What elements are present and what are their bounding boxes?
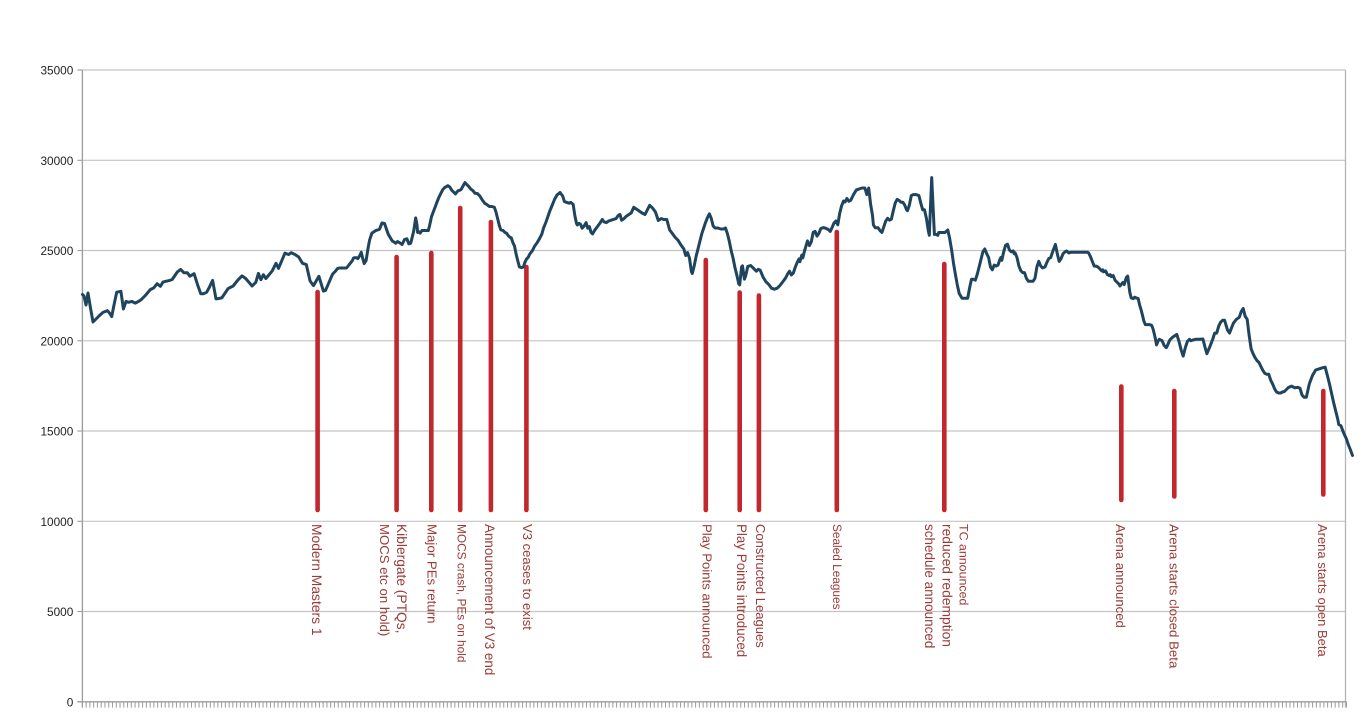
- svg-text:35000: 35000: [40, 64, 73, 78]
- svg-text:MOCS etc on hold): MOCS etc on hold): [377, 524, 392, 636]
- svg-text:15000: 15000: [40, 425, 73, 439]
- svg-text:reduced redemption: reduced redemption: [939, 524, 955, 647]
- svg-text:20000: 20000: [40, 334, 73, 348]
- svg-text:Announcement of V3 end: Announcement of V3 end: [482, 524, 497, 675]
- svg-text:TC announced: TC announced: [957, 524, 971, 605]
- svg-text:schedule announced: schedule announced: [922, 524, 937, 648]
- svg-text:Sealed Leagues: Sealed Leagues: [830, 524, 844, 610]
- svg-text:Modern Masters 1: Modern Masters 1: [309, 524, 325, 636]
- svg-text:Play Points announced: Play Points announced: [700, 524, 715, 659]
- svg-text:10000: 10000: [40, 515, 73, 529]
- svg-text:Constructed Leagues: Constructed Leagues: [753, 524, 768, 648]
- svg-text:Arena announced: Arena announced: [1113, 524, 1128, 628]
- svg-text:MOCS crash, PEs on hold: MOCS crash, PEs on hold: [454, 524, 468, 662]
- svg-text:25000: 25000: [40, 244, 73, 258]
- svg-text:0: 0: [67, 695, 74, 709]
- svg-text:Arena starts open Beta: Arena starts open Beta: [1315, 524, 1330, 657]
- svg-text:Play Points introduced: Play Points introduced: [734, 524, 749, 657]
- svg-text:Kiblergate (PTQs,: Kiblergate (PTQs,: [394, 524, 409, 633]
- svg-text:30000: 30000: [40, 154, 73, 168]
- svg-text:Arena starts closed Beta: Arena starts closed Beta: [1166, 524, 1181, 669]
- svg-text:Major PEs return: Major PEs return: [424, 524, 439, 624]
- svg-text:V3 ceases to exist: V3 ceases to exist: [520, 524, 535, 630]
- svg-text:5000: 5000: [47, 605, 74, 619]
